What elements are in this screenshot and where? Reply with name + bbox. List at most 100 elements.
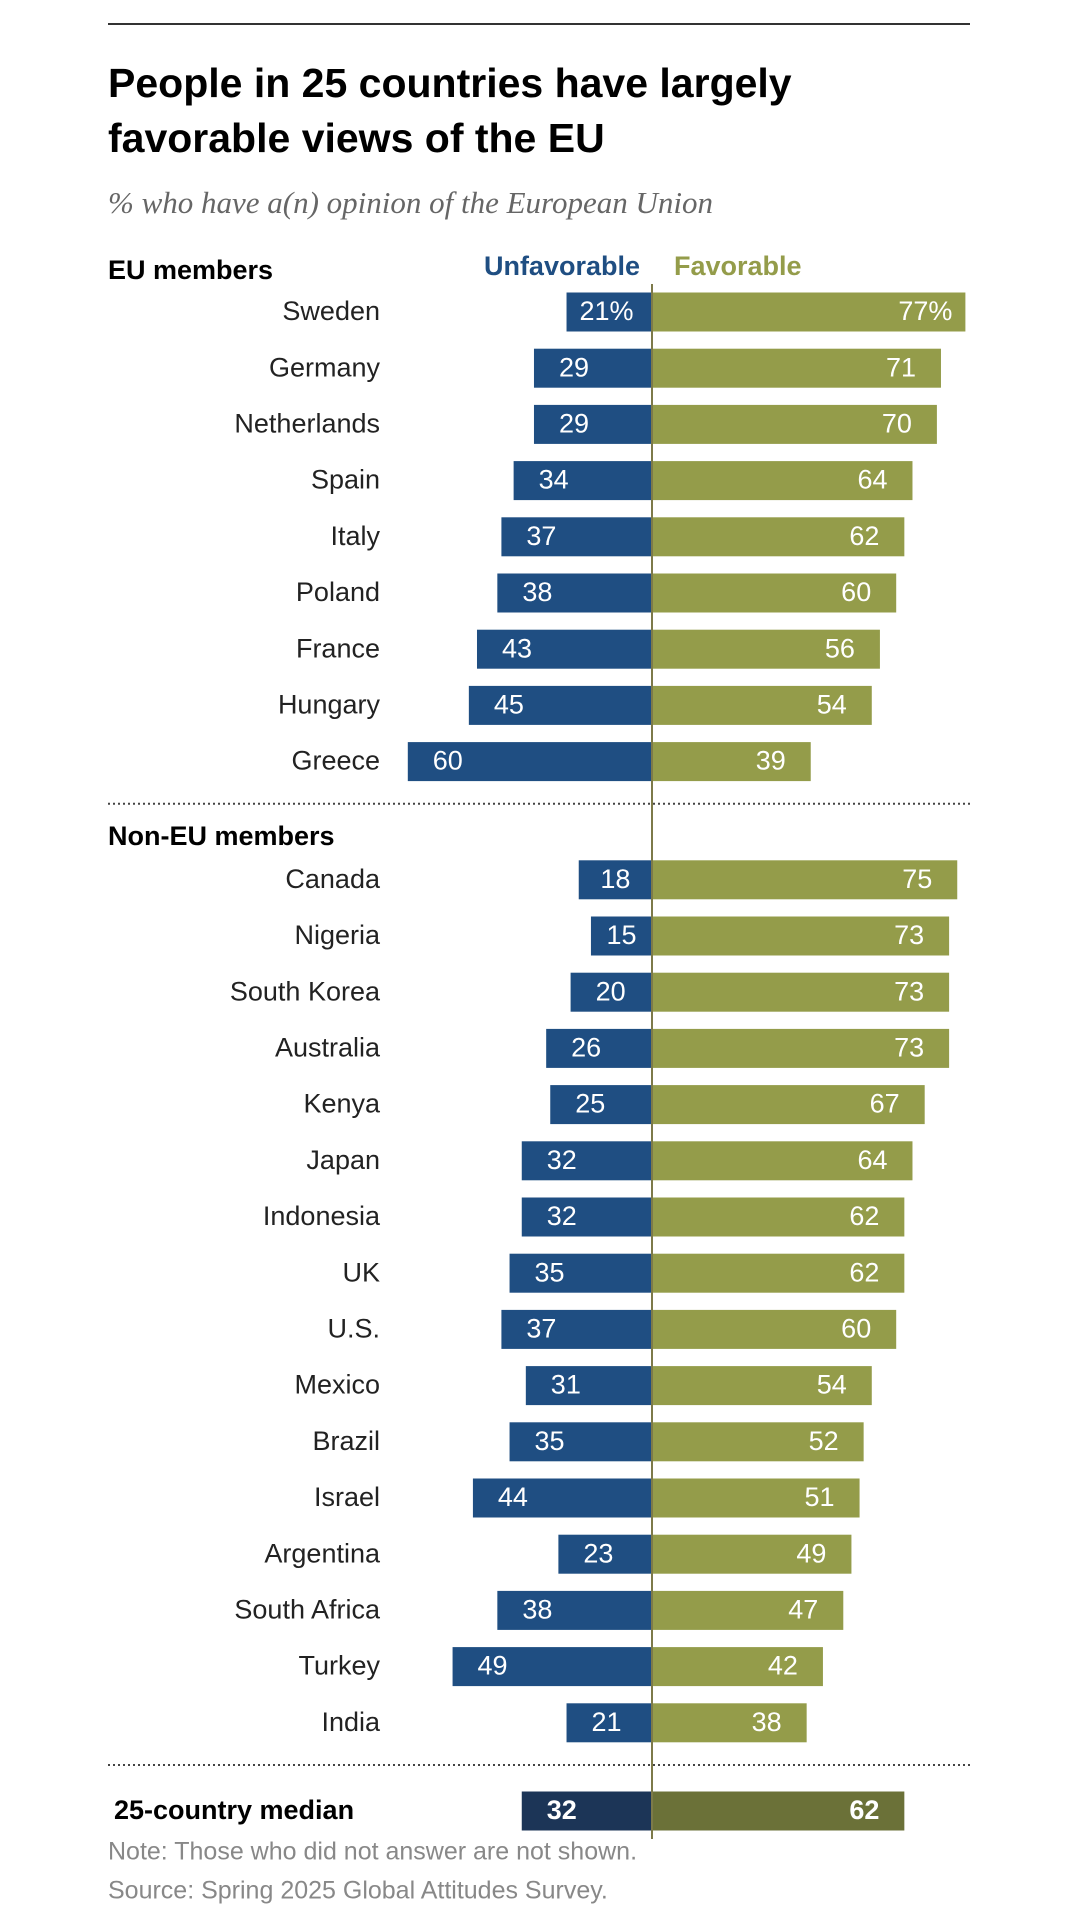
bar [521,1791,652,1831]
category-label: India [321,1707,381,1737]
bar [652,1791,905,1831]
value-label: 51 [805,1482,835,1512]
value-label: 70 [882,409,912,439]
category-label: Greece [291,746,380,776]
bar [521,1197,652,1237]
legend-label: Unfavorable [484,251,640,281]
value-label: 60 [841,1314,871,1344]
bar [533,348,652,388]
category-label: Spain [311,465,380,495]
bar [652,1590,844,1630]
value-label: 18 [600,864,630,894]
bar [558,1534,652,1574]
bar [525,1366,652,1406]
bar [497,1590,652,1630]
bar [497,573,652,613]
value-label: 43 [502,633,532,663]
bar [513,461,652,501]
category-label: South Africa [234,1595,381,1625]
bar [652,685,872,725]
category-label: Kenya [303,1089,381,1119]
value-label: 25 [575,1089,605,1119]
category-label: U.S. [327,1314,380,1344]
bar [652,292,966,332]
bar [578,860,652,900]
value-label: 56 [825,633,855,663]
bar [566,1703,652,1743]
value-label: 60 [433,746,463,776]
bar [652,1141,913,1181]
category-label: Hungary [278,690,381,720]
value-label: 67 [870,1089,900,1119]
bar [652,1366,872,1406]
value-label: 62 [849,1257,879,1287]
bar [521,1141,652,1181]
bar [652,1085,925,1125]
value-label: 42 [768,1651,798,1681]
value-label: 29 [559,352,589,382]
value-label: 71 [886,352,916,382]
value-label: 73 [894,920,924,950]
bar [652,461,913,501]
category-label: Israel [314,1482,380,1512]
value-label: 29 [559,409,589,439]
bar [533,404,652,444]
value-label: 31 [551,1370,581,1400]
category-label: Australia [275,1033,381,1063]
value-label: 62 [849,521,879,551]
value-label: 35 [535,1426,565,1456]
bar [652,1309,897,1349]
bar [570,972,652,1012]
value-label: 45 [494,690,524,720]
bar [652,404,937,444]
value-label: 34 [539,465,569,495]
value-label: 37 [526,521,556,551]
category-label: Argentina [264,1538,381,1568]
value-label: 32 [547,1795,577,1825]
note: Note: Those who did not answer are not s… [108,1838,637,1866]
bar [652,1478,860,1518]
value-label: 73 [894,976,924,1006]
bar [452,1647,652,1687]
category-label: Indonesia [263,1201,381,1231]
value-label: 37 [526,1314,556,1344]
source: Source: Spring 2025 Global Attitudes Sur… [108,1877,608,1905]
value-label: 62 [849,1795,879,1825]
category-label: Nigeria [294,920,381,950]
value-label: 77% [898,296,952,326]
value-label: 32 [547,1145,577,1175]
legend-label: Favorable [674,251,802,281]
value-label: 49 [478,1651,508,1681]
bar [652,860,958,900]
group-header: EU members [108,255,273,285]
value-label: 39 [756,746,786,776]
bar [566,292,652,332]
bar [652,742,811,782]
bar [652,972,950,1012]
value-label: 52 [809,1426,839,1456]
value-label: 54 [817,1370,847,1400]
category-label: Italy [330,521,380,551]
bar [476,629,652,669]
median-label: 25-country median [114,1795,354,1825]
value-label: 60 [841,577,871,607]
value-label: 64 [857,1145,887,1175]
bar [652,1028,950,1068]
value-label: 20 [596,976,626,1006]
bar [652,348,941,388]
bar [546,1028,652,1068]
bar [468,685,652,725]
bar [652,1422,864,1462]
bar [652,1647,823,1687]
value-label: 32 [547,1201,577,1231]
bar [407,742,652,782]
bar [509,1253,652,1293]
category-label: Germany [269,352,381,382]
category-label: Mexico [294,1370,380,1400]
value-label: 62 [849,1201,879,1231]
bar [652,629,880,669]
bar [472,1478,652,1518]
bar [652,1534,852,1574]
chart-title: People in 25 countries have largely [108,60,792,106]
value-label: 26 [571,1033,601,1063]
